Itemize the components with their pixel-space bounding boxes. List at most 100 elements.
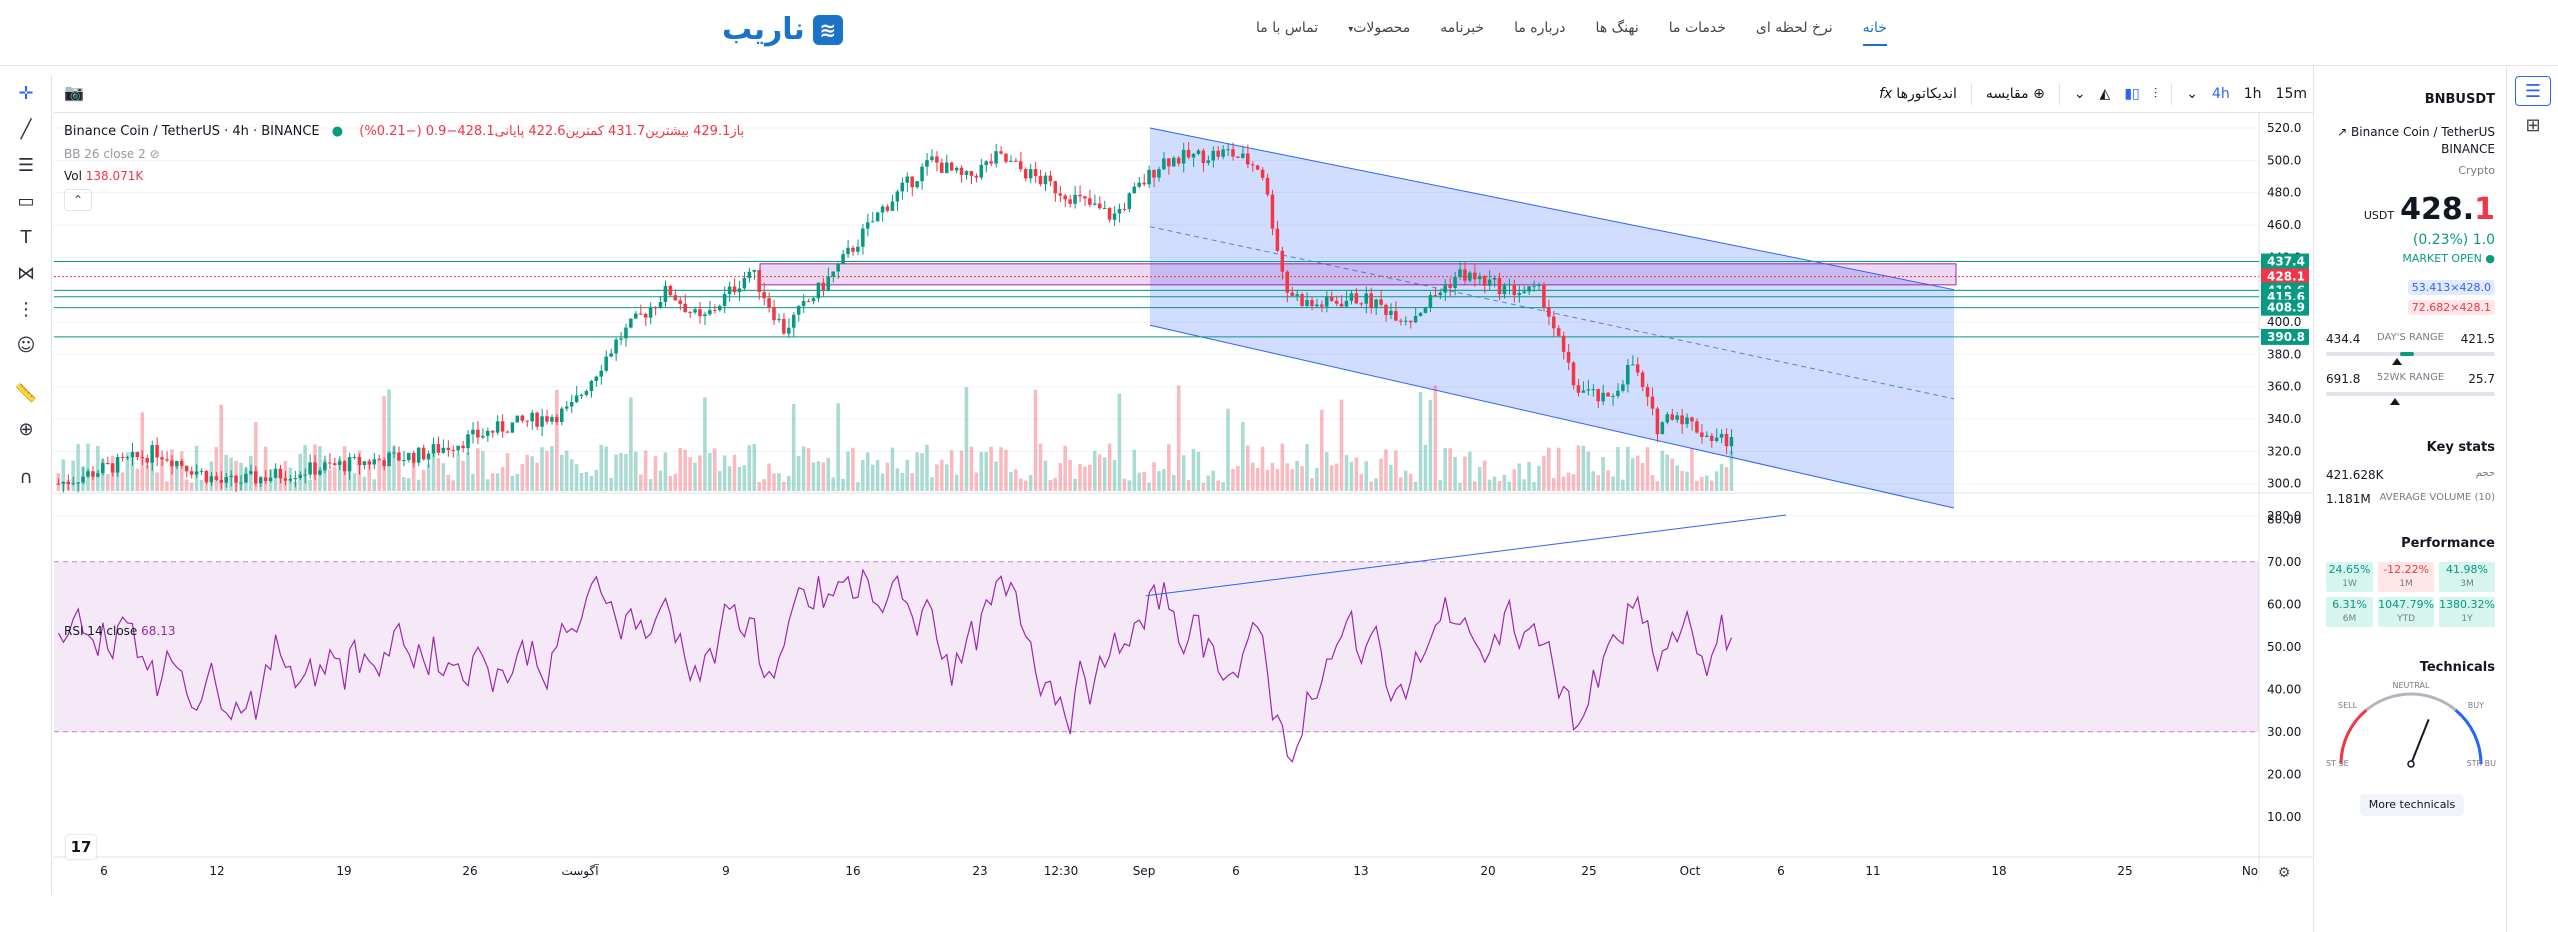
- price-chart[interactable]: 520.0500.0480.0460.0440.0420.0400.0380.0…: [54, 113, 2313, 895]
- volume-bar: [920, 453, 924, 491]
- nav-item[interactable]: درباره ما: [1514, 20, 1566, 36]
- volume-bar: [836, 403, 840, 491]
- candles-icon[interactable]: ▮▯: [2124, 86, 2140, 102]
- volume-bar: [1438, 480, 1443, 491]
- collapse-legend-button[interactable]: ⌃: [64, 189, 92, 211]
- volume-bar: [1527, 461, 1531, 491]
- indicators-button[interactable]: fx اندیکاتورها: [1879, 86, 1957, 102]
- rectangle-icon[interactable]: ▭: [17, 190, 35, 212]
- text-tool-icon[interactable]: T: [20, 226, 32, 248]
- pattern-icon[interactable]: ⋈: [17, 262, 35, 284]
- time-tick-label: 12: [209, 864, 224, 878]
- volume-bar: [1443, 448, 1447, 491]
- details: BNBUSDT ↗ Binance Coin / TetherUS BINANC…: [2314, 66, 2507, 932]
- zoom-in-icon[interactable]: ⊕: [18, 418, 34, 440]
- timeframe-4h[interactable]: 4h: [2211, 86, 2230, 102]
- volume-bar: [1295, 460, 1299, 491]
- rsi-trendline[interactable]: [1145, 514, 1787, 597]
- compare-button[interactable]: مقایسه ⊕: [1986, 86, 2045, 102]
- volume-bar: [698, 455, 702, 491]
- volume-bar: [347, 465, 352, 491]
- nav-item[interactable]: نهنگ ها: [1595, 20, 1639, 36]
- rsi-label[interactable]: RSI 14 close: [64, 624, 138, 638]
- candle-body: [1675, 415, 1679, 420]
- volume-bar: [66, 479, 71, 491]
- candle-body: [61, 481, 66, 484]
- rsi-tick-label: 20.00: [2267, 767, 2301, 781]
- candle-body: [293, 477, 298, 480]
- candle-body: [796, 306, 801, 315]
- legend-bb[interactable]: BB 26 close 2: [64, 147, 146, 161]
- volume-bar: [120, 472, 125, 491]
- candle-body: [1423, 307, 1428, 313]
- settings-gear-icon[interactable]: ⚙: [2278, 865, 2291, 881]
- grid-icon[interactable]: ⊞: [2525, 114, 2541, 136]
- ruler-icon[interactable]: 📏: [14, 382, 38, 404]
- nav-item[interactable]: خبرنامه: [1440, 20, 1485, 36]
- crosshair-icon[interactable]: ✛: [18, 82, 34, 104]
- volume-bar: [293, 481, 298, 491]
- nav-item[interactable]: خدمات ما: [1668, 20, 1726, 36]
- legend-symbol[interactable]: Binance Coin / TetherUS · 4h · BINANCE: [64, 124, 320, 139]
- timeframe-15m[interactable]: 15m: [2275, 86, 2307, 102]
- volume-bar: [229, 457, 233, 491]
- candle-body: [545, 416, 549, 422]
- volume-bar: [1320, 409, 1324, 491]
- more-technicals-button[interactable]: More technicals: [2360, 794, 2464, 816]
- channel-upper-line: [1149, 127, 1955, 291]
- brand-logo[interactable]: ناریب ≋: [722, 12, 843, 47]
- volume-bar: [935, 464, 939, 491]
- volume-bar: [505, 453, 510, 491]
- candle-body: [481, 435, 485, 438]
- details-name[interactable]: ↗ Binance Coin / TetherUS BINANCE: [2337, 124, 2495, 158]
- candle-body: [160, 457, 164, 460]
- emoji-icon[interactable]: ☺: [16, 334, 36, 356]
- nav-item[interactable]: خانه: [1862, 20, 1887, 46]
- nav-item[interactable]: ▾محصولات: [1348, 20, 1411, 36]
- volume-bar: [125, 452, 130, 491]
- candle-body: [515, 415, 520, 423]
- volume-bar: [1724, 467, 1729, 491]
- gauge-buy-label: BUY: [2468, 701, 2484, 710]
- hidden-eye-icon[interactable]: ⊘: [149, 147, 160, 161]
- volume-bar: [880, 473, 885, 491]
- volume-bar: [1073, 478, 1077, 491]
- week52-bar: [2326, 392, 2495, 405]
- trend-line-icon[interactable]: ╱: [20, 118, 32, 140]
- bars-icon[interactable]: ⫶: [2153, 86, 2158, 102]
- candle-body: [1275, 228, 1280, 251]
- chart-type-dropdown[interactable]: ⌄: [2073, 86, 2086, 102]
- candle-body: [1231, 149, 1235, 157]
- candle-body: [1596, 389, 1600, 402]
- technicals-gauge[interactable]: NEUTRAL SELL BUY ST SE STR BU: [2326, 678, 2496, 788]
- fib-retracement-icon[interactable]: ☰: [17, 154, 35, 176]
- nav-item[interactable]: تماس با ما: [1256, 20, 1319, 36]
- details-currency: USDT: [2363, 209, 2395, 222]
- volume-bar: [1389, 464, 1393, 491]
- candle-body: [1241, 153, 1245, 158]
- candle-body: [1171, 157, 1176, 167]
- performance-title: Performance: [2401, 536, 2495, 551]
- candle-body: [189, 471, 194, 475]
- tradingview-logo[interactable]: 17: [66, 835, 96, 859]
- days-range-marker: [2391, 358, 2402, 365]
- candle-body: [1433, 295, 1438, 297]
- candle-body: [772, 307, 776, 321]
- timeframe-1h[interactable]: 1h: [2243, 86, 2262, 102]
- candle-body: [377, 459, 381, 461]
- camera-icon[interactable]: 📷: [64, 83, 84, 102]
- nav-item[interactable]: نرخ لحظه ای: [1755, 20, 1833, 36]
- candle-body: [1556, 328, 1561, 336]
- volume-bar: [199, 479, 204, 491]
- volume-bar: [964, 387, 969, 491]
- volume-bar: [219, 404, 223, 491]
- watchlist-icon[interactable]: ☰: [2515, 76, 2551, 106]
- magnet-icon[interactable]: ∩: [19, 466, 33, 488]
- candle-body: [1038, 176, 1043, 185]
- candle-body: [1369, 293, 1373, 309]
- area-chart-icon[interactable]: ◭: [2099, 86, 2111, 102]
- prediction-icon[interactable]: ⋮: [17, 298, 35, 320]
- volume-bar: [357, 450, 362, 491]
- interval-dropdown[interactable]: ⌄: [2186, 86, 2198, 102]
- volume-bar: [273, 476, 278, 491]
